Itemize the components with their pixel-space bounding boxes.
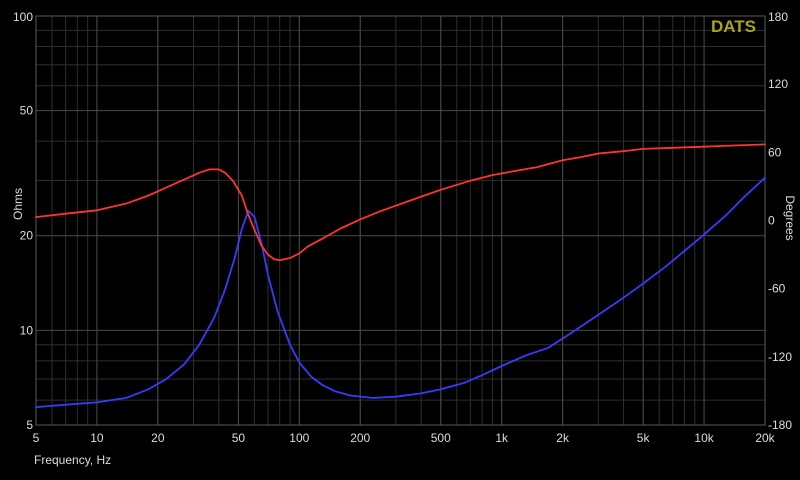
brand-logo: DATS bbox=[711, 17, 756, 36]
y-right-axis-ticks: -180 -120 -60 0 60 120 180 bbox=[768, 10, 792, 432]
x-tick-label: 20k bbox=[755, 431, 775, 445]
y-right-tick-label: 180 bbox=[768, 10, 788, 24]
phase-curve bbox=[35, 143, 766, 262]
impedance-curve bbox=[35, 176, 766, 409]
x-tick-label: 2k bbox=[556, 431, 570, 445]
y-right-tick-label: -120 bbox=[768, 350, 792, 364]
grid-major bbox=[36, 16, 765, 425]
y-right-tick-label: -180 bbox=[768, 418, 792, 432]
x-tick-label: 5 bbox=[33, 431, 40, 445]
x-tick-label: 200 bbox=[350, 431, 370, 445]
y-left-tick-label: 5 bbox=[26, 418, 33, 432]
x-tick-label: 10 bbox=[90, 431, 104, 445]
series-layer bbox=[35, 143, 766, 409]
y-left-tick-label: 50 bbox=[20, 104, 34, 118]
x-tick-label: 5k bbox=[637, 431, 651, 445]
y-left-axis-ticks: 5 10 20 50 100 bbox=[13, 10, 33, 432]
y-right-tick-label: 0 bbox=[768, 214, 775, 228]
x-tick-label: 20 bbox=[151, 431, 165, 445]
x-tick-label: 10k bbox=[694, 431, 714, 445]
y-right-tick-label: -60 bbox=[768, 282, 786, 296]
y-left-tick-label: 100 bbox=[13, 10, 33, 24]
x-tick-label: 1k bbox=[495, 431, 509, 445]
y-right-tick-label: 120 bbox=[768, 77, 788, 91]
y-right-axis-title: Degrees bbox=[783, 195, 797, 240]
x-tick-label: 100 bbox=[289, 431, 309, 445]
x-tick-label: 50 bbox=[232, 431, 246, 445]
x-tick-label: 500 bbox=[431, 431, 451, 445]
plot-frame bbox=[35, 15, 766, 426]
y-right-tick-label: 60 bbox=[768, 145, 782, 159]
x-axis-title: Frequency, Hz bbox=[34, 453, 111, 467]
y-left-tick-label: 20 bbox=[20, 229, 34, 243]
y-left-tick-label: 10 bbox=[20, 323, 34, 337]
x-axis-ticks: 5 10 20 50 100 200 500 1k 2k 5k 10k 20k bbox=[33, 431, 776, 445]
y-left-axis-title: Ohms bbox=[11, 188, 25, 220]
